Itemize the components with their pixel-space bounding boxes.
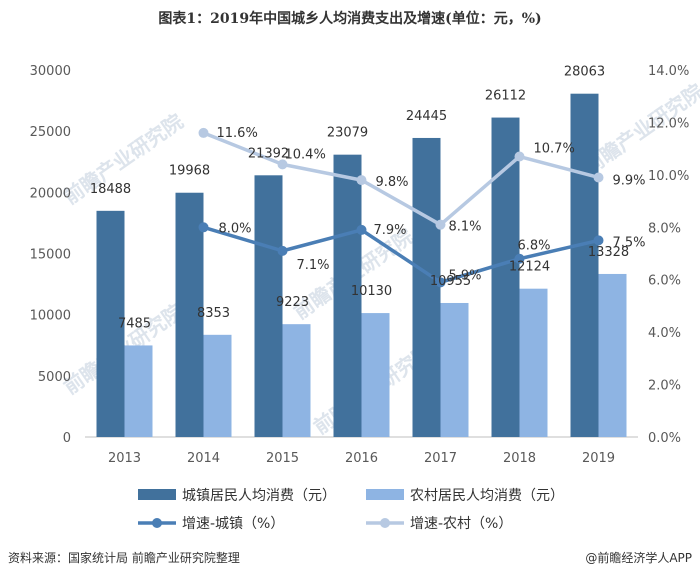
legend-rural-consumption-swatch (366, 489, 404, 500)
x-axis-tick-label: 2017 (424, 451, 457, 466)
legend-rural-growth-marker (380, 518, 390, 528)
source-note: 资料来源：国家统计局 前瞻产业研究院整理 (8, 551, 240, 565)
legend-urban-growth-label: 增速-城镇（%） (182, 516, 284, 532)
bar-rural (598, 273, 627, 437)
rural-growth-point-label: 10.4% (285, 147, 326, 162)
left-axis-tick-label: 20000 (30, 186, 71, 201)
x-axis-tick-label: 2013 (108, 451, 141, 466)
legend-rural-growth-label: 增速-农村（%） (410, 516, 512, 532)
legend-urban-growth-marker (152, 518, 162, 528)
bar-rural-value-label: 10955 (430, 274, 471, 289)
bar-rural-value-label: 8353 (197, 306, 230, 321)
urban-growth-point (356, 224, 367, 235)
rural-growth-point (435, 219, 446, 230)
right-axis-tick-label: 8.0% (648, 221, 681, 236)
urban-growth-point-label: 5.9% (449, 268, 482, 283)
left-axis-tick-label: 15000 (30, 248, 71, 263)
rural-growth-point (356, 175, 367, 186)
bar-urban (175, 192, 204, 437)
urban-growth-point-label: 7.1% (297, 258, 330, 273)
rural-growth-line (202, 131, 599, 227)
urban-growth-point (277, 245, 288, 256)
right-axis-tick-label: 4.0% (648, 326, 681, 341)
bar-urban-value-label: 24445 (406, 109, 447, 124)
rural-growth-point (593, 172, 604, 183)
urban-growth-point-label: 8.0% (219, 221, 252, 236)
bar-urban (570, 93, 599, 437)
left-axis-tick-label: 25000 (30, 125, 71, 140)
rural-growth-point (277, 159, 288, 170)
bar-rural-value-label: 12124 (509, 260, 550, 275)
chart-title: 图表1：2019年中国城乡人均消费支出及增速(单位：元，%) (158, 11, 542, 27)
legend-urban-consumption-swatch (138, 489, 176, 500)
bar-urban (333, 154, 362, 437)
right-axis-tick-label: 2.0% (648, 379, 681, 394)
x-axis-tick-label: 2016 (345, 451, 378, 466)
right-axis-tick-label: 14.0% (648, 64, 689, 79)
bar-urban-value-label: 21392 (248, 146, 289, 161)
urban-growth-point (514, 253, 525, 264)
left-axis-tick-label: 30000 (30, 64, 71, 79)
urban-growth-line (202, 225, 599, 285)
right-axis-tick-label: 6.0% (648, 274, 681, 289)
urban-growth-point (198, 222, 209, 233)
bar-rural (203, 334, 232, 437)
x-axis-tick-label: 2014 (187, 451, 220, 466)
urban-growth-point-label: 7.9% (374, 223, 407, 238)
urban-growth-point (593, 235, 604, 246)
x-axis-tick-label: 2015 (266, 451, 299, 466)
rural-growth-point-label: 9.9% (613, 173, 646, 188)
bar-rural-value-label: 7485 (118, 316, 151, 331)
bar-urban-value-label: 18488 (90, 182, 131, 197)
rural-growth-point (198, 127, 209, 138)
urban-growth-point (435, 277, 446, 288)
urban-growth-point-label: 7.5% (613, 235, 646, 250)
right-axis-tick-label: 0.0% (648, 431, 681, 446)
right-axis-tick-label: 10.0% (648, 169, 689, 184)
urban-growth-point-label: 6.8% (518, 239, 551, 254)
bar-rural-value-label: 13328 (588, 245, 629, 260)
bar-urban-value-label: 19968 (169, 164, 210, 179)
rural-growth-point-label: 10.7% (534, 142, 575, 157)
bar-rural (519, 288, 548, 437)
bar-rural-value-label: 9223 (276, 295, 309, 310)
rural-growth-point-label: 8.1% (449, 220, 482, 235)
legend-rural-consumption-label: 农村居民人均消费（元） (410, 488, 564, 504)
data-labels: 18488 7485 19968 8353 21392 9223 23079 10130 244… (90, 65, 646, 332)
bar-rural-value-label: 10130 (351, 284, 392, 299)
left-axis-tick-label: 10000 (30, 309, 71, 324)
right-axis-tick-label: 12.0% (648, 116, 689, 131)
legend: 城镇居民人均消费（元） 农村居民人均消费（元） 增速-城镇（%） 增速-农村（%） (138, 488, 564, 532)
legend-urban-consumption-label: 城镇居民人均消费（元） (182, 488, 336, 504)
x-axis-tick-label: 2018 (503, 451, 536, 466)
bar-rural (124, 345, 153, 437)
bar-urban (254, 175, 283, 437)
rural-growth-point (514, 151, 525, 162)
brand-credit: @前瞻经济学人APP (585, 551, 692, 565)
rural-growth-point-label: 11.6% (217, 126, 258, 141)
left-axis-tick-label: 5000 (38, 370, 71, 385)
bar-rural (361, 313, 390, 437)
bar-rural (282, 324, 311, 437)
x-axis-tick-label: 2019 (582, 451, 615, 466)
bar-urban (491, 117, 520, 437)
bar-urban-value-label: 23079 (327, 126, 368, 141)
bar-urban-value-label: 28063 (564, 65, 605, 80)
rural-growth-point-label: 9.8% (376, 175, 409, 190)
bar-urban (412, 137, 441, 437)
bar-rural (440, 302, 469, 437)
bar-urban-value-label: 26112 (485, 89, 526, 104)
bar-urban (96, 210, 125, 437)
lines (198, 127, 604, 288)
left-axis-tick-label: 0 (63, 431, 71, 446)
